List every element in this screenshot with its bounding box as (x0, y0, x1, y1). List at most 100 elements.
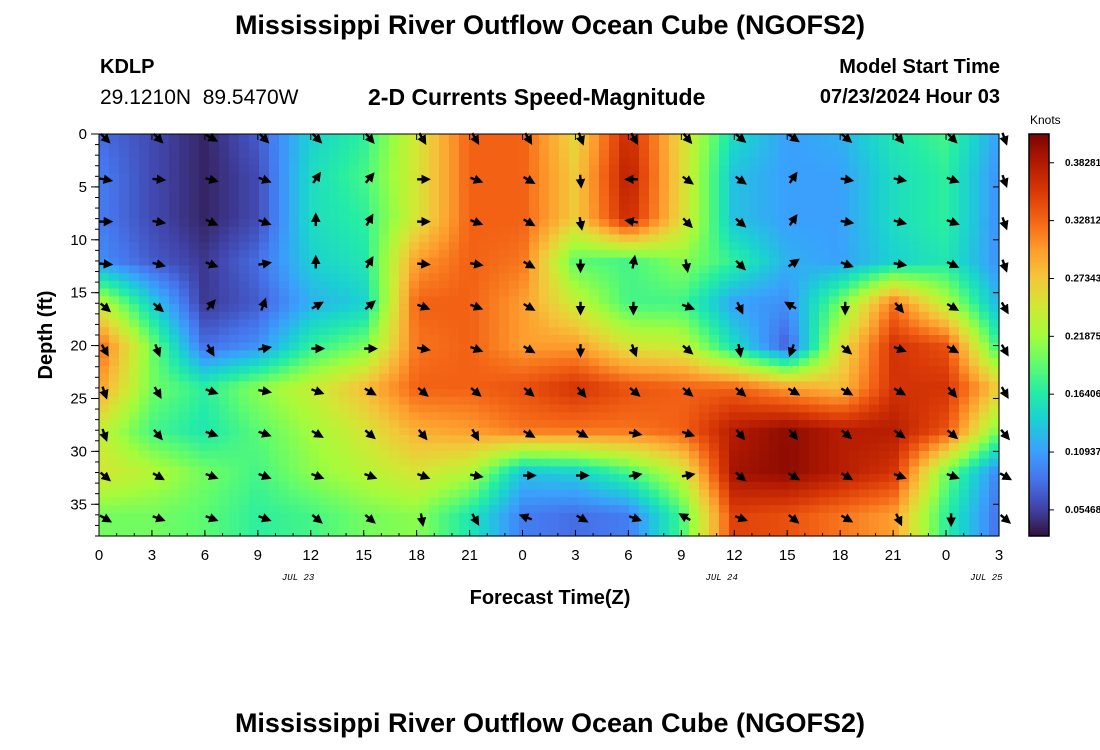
heatmap-cell (139, 404, 150, 413)
heatmap-cell (139, 149, 150, 158)
heatmap-cell (599, 389, 610, 398)
heatmap-cell (699, 311, 710, 321)
heatmap-cell (779, 365, 790, 375)
heatmap-cell (389, 505, 400, 514)
heatmap-cell (189, 450, 200, 460)
heatmap-cell (939, 404, 950, 413)
heatmap-cell (469, 335, 480, 344)
heatmap-cell (899, 226, 910, 236)
heatmap-cell (129, 520, 140, 529)
heatmap-cell (289, 219, 300, 228)
heatmap-cell (419, 373, 430, 382)
heatmap-cell (709, 141, 720, 151)
heatmap-cell (179, 365, 190, 375)
heatmap-cell (809, 242, 820, 251)
heatmap-cell (809, 203, 820, 212)
heatmap-cell (179, 265, 190, 274)
heatmap-cell (439, 188, 450, 197)
heatmap-cell (129, 249, 140, 259)
heatmap-cell (769, 319, 780, 328)
heatmap-cell (639, 481, 650, 491)
heatmap-cell (869, 443, 880, 452)
heatmap-cell (299, 512, 310, 522)
heatmap-cell (519, 435, 530, 444)
heatmap-cell (289, 296, 300, 305)
heatmap-cell (649, 512, 660, 522)
heatmap-cell (339, 474, 350, 483)
heatmap-cell (739, 273, 750, 282)
heatmap-cell (369, 180, 380, 189)
heatmap-cell (799, 234, 810, 243)
heatmap-cell (879, 381, 890, 390)
heatmap-cell (499, 211, 510, 220)
heatmap-cell (409, 520, 420, 529)
heatmap-cell (869, 327, 880, 336)
heatmap-cell (919, 172, 930, 181)
heatmap-cell (879, 435, 890, 444)
current-arrow (152, 386, 162, 399)
heatmap-cell (419, 288, 430, 297)
heatmap-cell (779, 466, 790, 475)
heatmap-cell (689, 180, 700, 189)
heatmap-cell (709, 381, 720, 390)
heatmap-cell (779, 335, 790, 344)
heatmap-cell (839, 273, 850, 282)
heatmap-cell (669, 358, 680, 367)
heatmap-cell (279, 203, 290, 212)
heatmap-cell (739, 141, 750, 151)
heatmap-cell (499, 195, 510, 205)
heatmap-cell (679, 288, 690, 297)
heatmap-cell (789, 273, 800, 282)
heatmap-cell (679, 505, 690, 514)
heatmap-cell (179, 180, 190, 189)
heatmap-cell (779, 396, 790, 406)
heatmap-cell (789, 280, 800, 290)
heatmap-cell (729, 219, 740, 228)
heatmap-cell (779, 435, 790, 444)
heatmap-cell (639, 234, 650, 243)
heatmap-cell (689, 203, 700, 212)
heatmap-cell (819, 311, 830, 321)
heatmap-cell (479, 427, 490, 437)
heatmap-cell (789, 404, 800, 413)
heatmap-cell (249, 335, 260, 344)
heatmap-cell (989, 381, 1000, 390)
heatmap-cell (549, 219, 560, 228)
heatmap-cell (729, 311, 740, 321)
heatmap-cell (329, 304, 340, 313)
heatmap-cell (169, 188, 180, 197)
heatmap-cell (139, 489, 150, 498)
heatmap-cell (99, 358, 110, 367)
heatmap-cell (129, 219, 140, 228)
heatmap-cell (919, 505, 930, 514)
heatmap-cell (449, 180, 460, 189)
heatmap-cell (679, 149, 690, 158)
heatmap-cell (479, 420, 490, 429)
heatmap-cell (449, 481, 460, 491)
heatmap-cell (839, 249, 850, 259)
heatmap-cell (199, 342, 210, 352)
heatmap-cell (269, 134, 280, 143)
heatmap-cell (849, 404, 860, 413)
heatmap-cell (799, 265, 810, 274)
heatmap-cell (499, 412, 510, 421)
heatmap-cell (939, 211, 950, 220)
heatmap-cell (539, 389, 550, 398)
heatmap-cell (959, 420, 970, 429)
heatmap-cell (829, 458, 840, 468)
heatmap-cell (469, 404, 480, 413)
heatmap-cell (419, 335, 430, 344)
heatmap-cell (279, 481, 290, 491)
heatmap-cell (229, 311, 240, 321)
heatmap-cell (449, 342, 460, 352)
heatmap-cell (489, 381, 500, 390)
heatmap-cell (729, 350, 740, 359)
heatmap-cell (359, 226, 370, 236)
heatmap-cell (369, 481, 380, 491)
heatmap-cell (629, 327, 640, 336)
current-arrow (470, 428, 480, 442)
heatmap-cell (429, 157, 440, 166)
heatmap-cell (399, 211, 410, 220)
heatmap-cell (779, 458, 790, 468)
heatmap-cell (229, 443, 240, 452)
